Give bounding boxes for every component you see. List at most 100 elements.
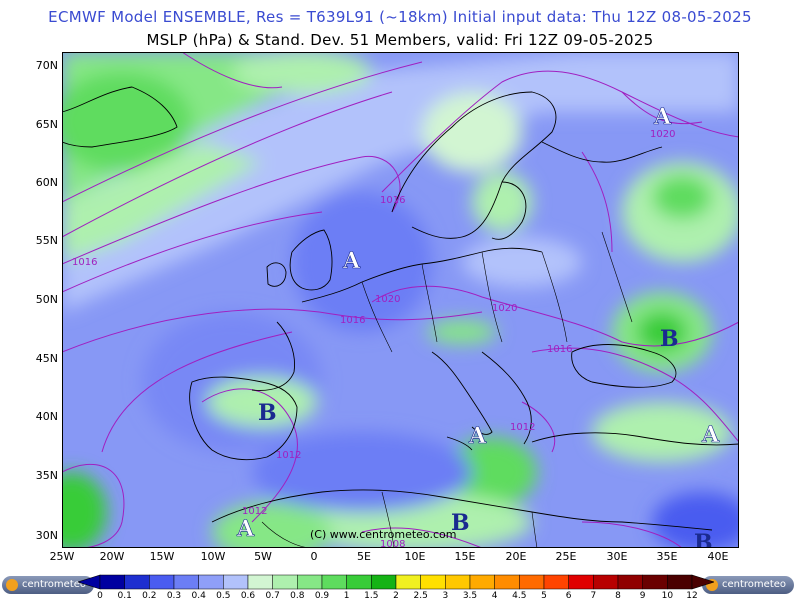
colorbar-swatch bbox=[223, 574, 249, 590]
colorbar-swatch bbox=[445, 574, 471, 590]
isobar-label: 1016 bbox=[547, 344, 572, 355]
stddev-shading bbox=[62, 52, 739, 548]
isobar-label: 1008 bbox=[380, 539, 405, 548]
colorbar-tick-label: 0.7 bbox=[265, 591, 280, 601]
isobar-label: 1012 bbox=[510, 422, 535, 433]
logo-icon bbox=[6, 579, 18, 591]
isobar-label: 1020 bbox=[492, 303, 517, 314]
low-pressure-center: B bbox=[451, 510, 470, 536]
colorbar-swatch bbox=[371, 574, 397, 590]
colorbar-swatch bbox=[420, 574, 446, 590]
lon-label: 15W bbox=[149, 550, 175, 563]
isobar-label: 1020 bbox=[650, 129, 675, 140]
lat-label: 65N bbox=[35, 118, 58, 131]
lat-label: 45N bbox=[35, 352, 58, 365]
colorbar-tick-label: 4.5 bbox=[512, 591, 527, 601]
lat-label: 30N bbox=[35, 529, 58, 542]
colorbar-tick-label: 6 bbox=[565, 591, 572, 601]
lon-label: 15E bbox=[454, 550, 476, 563]
colorbar-tick-label: 0 bbox=[97, 591, 103, 601]
colorbar-tick-label: 0.1 bbox=[117, 591, 132, 601]
colorbar-tick-label: 1.5 bbox=[364, 591, 379, 601]
colorbar-tick-label: 0.9 bbox=[314, 591, 330, 601]
colorbar-tick-label: 3.5 bbox=[462, 591, 478, 601]
isobar-label: 1016 bbox=[380, 195, 405, 206]
colorbar-swatch bbox=[346, 574, 372, 590]
copyright-text: (C) www.centrometeo.com bbox=[310, 528, 456, 541]
lon-label: 0 bbox=[310, 550, 318, 563]
colorbar-swatch bbox=[297, 574, 323, 590]
centrometeo-logo-left: centrometeo bbox=[2, 576, 95, 594]
colorbar-tick-label: 9 bbox=[639, 591, 646, 601]
colorbar-swatch bbox=[617, 574, 643, 590]
colorbar-swatch bbox=[469, 574, 495, 590]
colorbar-swatch bbox=[198, 574, 224, 590]
colorbar-tick-label: 0.3 bbox=[166, 591, 182, 601]
colorbar-tick-label: 0.4 bbox=[191, 591, 206, 601]
low-pressure-center: B bbox=[660, 326, 679, 352]
lon-label: 10W bbox=[200, 550, 226, 563]
lat-label: 40N bbox=[35, 410, 58, 423]
lat-label: 70N bbox=[35, 59, 58, 72]
colorbar-swatch bbox=[543, 574, 569, 590]
chart-title: ECMWF Model ENSEMBLE, Res = T639L91 (~18… bbox=[48, 8, 752, 26]
isobars bbox=[62, 52, 739, 548]
high-pressure-center: A bbox=[236, 516, 255, 542]
colorbar-tick-label: 0.8 bbox=[290, 591, 305, 601]
colorbar-swatch bbox=[519, 574, 545, 590]
lon-label: 25E bbox=[555, 550, 577, 563]
colorbar-swatch bbox=[494, 574, 520, 590]
lat-label: 35N bbox=[35, 469, 58, 482]
high-pressure-center: A bbox=[653, 104, 672, 130]
lon-label: 30E bbox=[606, 550, 628, 563]
colorbar-swatch bbox=[667, 574, 693, 590]
lon-label: 25W bbox=[49, 550, 75, 563]
colorbar-tick-label: 3 bbox=[442, 591, 449, 601]
chart-subtitle: MSLP (hPa) & Stand. Dev. 51 Members, val… bbox=[146, 31, 654, 49]
colorbar-tick-label: 2.5 bbox=[413, 591, 428, 601]
high-pressure-center: A bbox=[468, 423, 487, 449]
centrometeo-logo-right: centrometeo bbox=[702, 576, 795, 594]
isobar-label: 1012 bbox=[242, 506, 267, 517]
high-pressure-center: A bbox=[701, 422, 720, 448]
colorbar bbox=[78, 574, 714, 590]
lat-label: 50N bbox=[35, 293, 58, 306]
colorbar-swatch bbox=[272, 574, 298, 590]
lon-label: 40E bbox=[707, 550, 729, 563]
lon-label: 5W bbox=[254, 550, 272, 563]
lat-label: 55N bbox=[35, 234, 58, 247]
lon-label: 35E bbox=[656, 550, 678, 563]
coastlines bbox=[62, 86, 739, 548]
colorbar-swatch bbox=[124, 574, 150, 590]
low-pressure-center: B bbox=[694, 530, 713, 548]
colorbar-tick-label: 0.2 bbox=[142, 591, 157, 601]
high-pressure-center: A bbox=[342, 248, 361, 274]
forecast-map: 1016 1016 1016 1020 1020 1016 1012 1012 … bbox=[62, 52, 739, 548]
colorbar-swatch bbox=[149, 574, 175, 590]
colorbar-swatch bbox=[173, 574, 199, 590]
isobar-label: 1016 bbox=[340, 315, 365, 326]
logo-text: centrometeo bbox=[22, 579, 87, 590]
lon-label: 20W bbox=[99, 550, 125, 563]
colorbar-swatch bbox=[321, 574, 347, 590]
colorbar-tick-label: 8 bbox=[615, 591, 621, 601]
lon-label: 20E bbox=[505, 550, 527, 563]
colorbar-tick-label: 5 bbox=[541, 591, 547, 601]
colorbar-arrow-right bbox=[691, 574, 714, 590]
logo-text: centrometeo bbox=[722, 579, 787, 590]
lat-label: 60N bbox=[35, 176, 58, 189]
low-pressure-center: B bbox=[258, 400, 277, 426]
colorbar-tick-label: 0.5 bbox=[216, 591, 231, 601]
lon-label: 10E bbox=[404, 550, 426, 563]
isobar-label: 1016 bbox=[72, 257, 97, 268]
colorbar-tick-label: 4 bbox=[491, 591, 498, 601]
colorbar-swatch bbox=[593, 574, 619, 590]
colorbar-tick-label: 1 bbox=[343, 591, 350, 601]
colorbar-arrow-left bbox=[78, 574, 101, 590]
isobar-label: 1012 bbox=[276, 450, 301, 461]
colorbar-tick-label: 10 bbox=[661, 591, 674, 601]
colorbar-swatch bbox=[568, 574, 594, 590]
map-frame bbox=[62, 52, 739, 548]
lon-label: 5E bbox=[357, 550, 371, 563]
colorbar-swatch bbox=[99, 574, 125, 590]
